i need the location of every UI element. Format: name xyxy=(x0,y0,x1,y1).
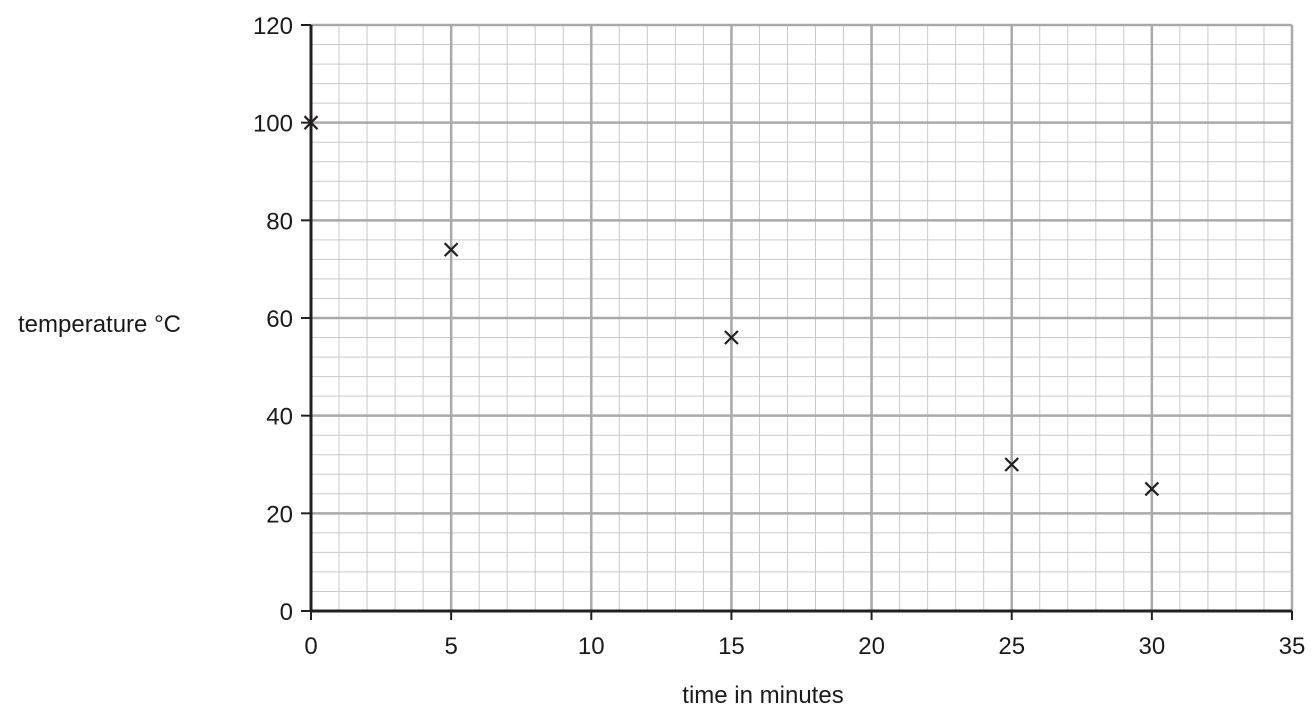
y-tick-label: 20 xyxy=(266,501,293,528)
x-tick-label: 20 xyxy=(858,633,885,660)
x-tick-labels: 0 5 10 15 20 25 30 35 xyxy=(304,633,1305,660)
data-point xyxy=(443,242,459,257)
x-tick-label: 25 xyxy=(998,633,1025,660)
x-tick-label: 5 xyxy=(444,633,457,660)
x-tick-label: 0 xyxy=(304,633,317,660)
data-point-stroke xyxy=(1004,457,1019,472)
data-point xyxy=(303,115,319,130)
x-tick-label: 35 xyxy=(1279,633,1306,660)
y-tick-label: 0 xyxy=(280,599,293,626)
y-tick-label: 100 xyxy=(253,111,293,138)
x-tick-label: 10 xyxy=(578,633,605,660)
data-point xyxy=(1144,481,1160,497)
data-point-stroke xyxy=(443,242,459,257)
y-axis-label: temperature °C xyxy=(18,311,181,338)
data-point xyxy=(724,330,739,345)
y-tick-label: 120 xyxy=(253,13,293,40)
y-tick-label: 60 xyxy=(266,306,293,333)
data-points xyxy=(303,115,1160,497)
y-tick-labels: 0 20 40 60 80 100 120 xyxy=(253,13,293,626)
y-tick-label: 40 xyxy=(266,404,293,431)
data-point xyxy=(1004,457,1019,472)
data-point-stroke xyxy=(303,115,319,130)
y-tick-label: 80 xyxy=(266,208,293,235)
data-point-stroke xyxy=(1144,481,1160,497)
x-tick-label: 30 xyxy=(1139,633,1166,660)
major-grid xyxy=(311,23,1294,611)
x-axis-label: time in minutes xyxy=(682,682,843,709)
data-point-stroke xyxy=(724,330,739,345)
axes xyxy=(301,24,1293,620)
x-tick-label: 15 xyxy=(718,633,745,660)
